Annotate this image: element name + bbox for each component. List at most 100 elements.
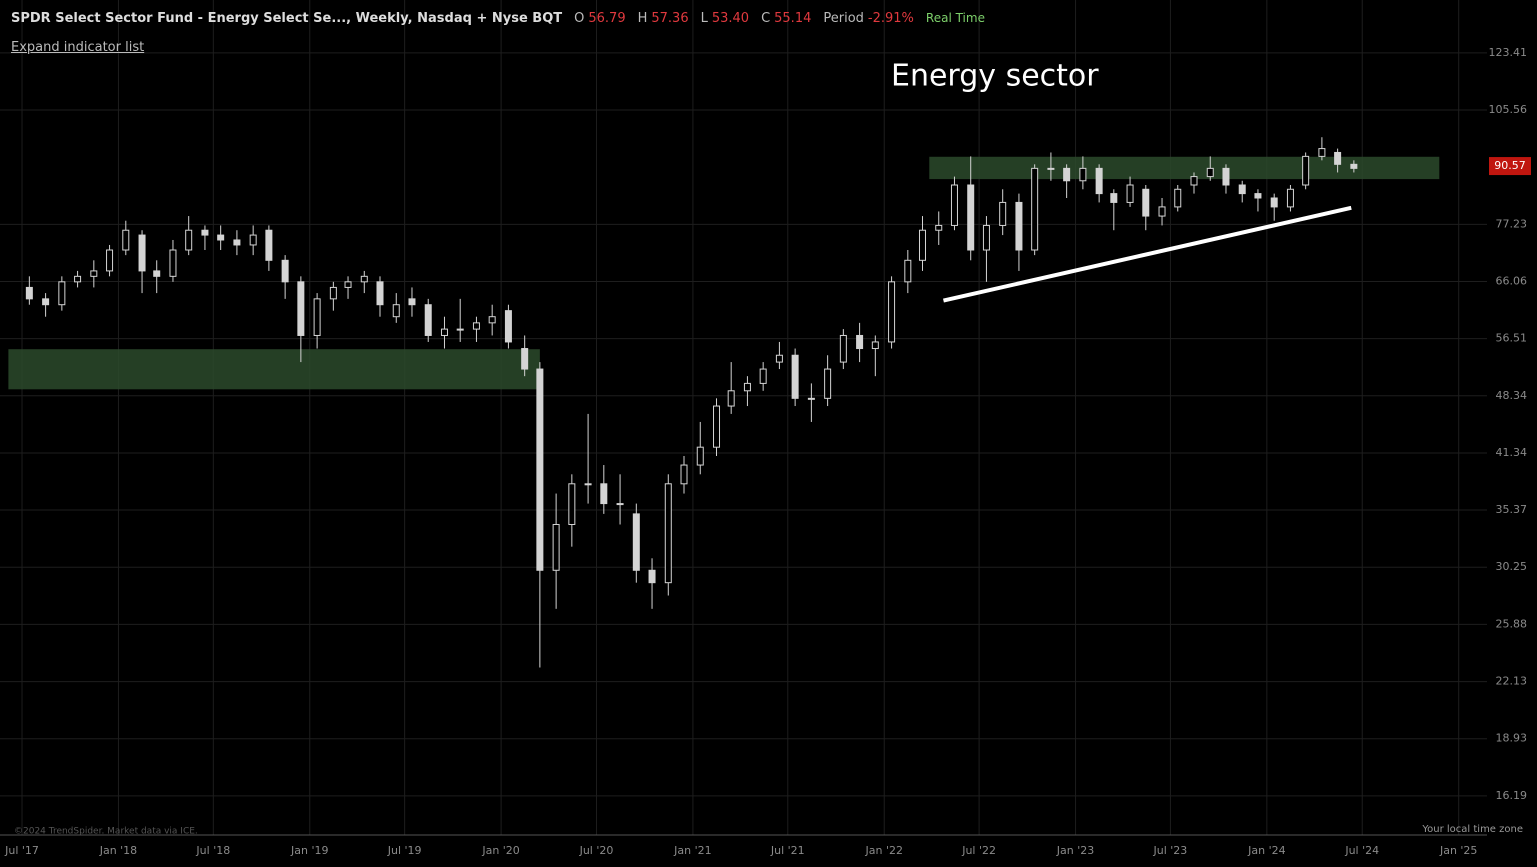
y-tick-label: 48.34 (1496, 389, 1528, 402)
x-tick-label: Jan '23 (1056, 844, 1094, 857)
candle-body (1174, 188, 1182, 208)
candle-body (1095, 167, 1103, 195)
candle-body (185, 229, 193, 251)
candle-body (648, 569, 656, 584)
timezone[interactable]: Your local time zone (1421, 824, 1523, 835)
candle-body (440, 328, 448, 336)
candle-body (871, 341, 879, 350)
candle-body (217, 234, 225, 241)
label: O (574, 11, 585, 26)
y-tick-label: 30.25 (1496, 560, 1528, 573)
candle-body (1254, 193, 1262, 199)
candle-body (918, 229, 926, 261)
candle-body (713, 405, 721, 448)
price-zone (929, 156, 1440, 180)
x-tick-label: Jan '24 (1247, 844, 1285, 857)
candle-body (696, 446, 704, 466)
candle-body (727, 390, 735, 407)
y-tick-label: 123.41 (1489, 46, 1528, 59)
candle-body (488, 316, 496, 324)
label: C (761, 11, 771, 26)
y-tick-label: 25.88 (1496, 617, 1528, 630)
candle-body (807, 397, 815, 400)
candle-body (856, 334, 864, 350)
candle-body (600, 483, 608, 505)
candle-body (106, 249, 114, 272)
candle-body (743, 382, 751, 392)
candle-body (904, 259, 912, 283)
candle-body (201, 229, 209, 236)
x-tick-label: Jan '25 (1439, 844, 1477, 857)
y-tick-label: 77.23 (1496, 217, 1528, 230)
candle-body (839, 334, 847, 363)
label: H (637, 11, 648, 26)
candle-body (791, 354, 799, 399)
candle-body (536, 368, 544, 571)
candle-body (1350, 163, 1358, 169)
candle-body (568, 483, 576, 525)
last-price-box (1489, 157, 1531, 176)
x-tick-label: Jul '18 (195, 844, 230, 857)
candle-body (1318, 148, 1326, 157)
candle-body (967, 184, 975, 251)
candle-body (392, 304, 400, 318)
x-tick-label: Jan '18 (99, 844, 137, 857)
candle-body (1158, 206, 1166, 217)
label: Period (823, 11, 864, 26)
candle-body (360, 275, 368, 283)
candle-body (584, 483, 592, 486)
candle-body (1238, 184, 1246, 195)
candle-body (25, 286, 33, 300)
x-tick-label: Jul '24 (1344, 844, 1379, 857)
candle-body (616, 503, 624, 506)
y-tick-label: 41.34 (1496, 446, 1528, 459)
candle-body (982, 224, 990, 251)
x-tick-label: Jan '19 (290, 844, 328, 857)
candle-body (472, 322, 480, 330)
price-zone (8, 349, 540, 390)
candle-body (950, 184, 958, 226)
candle-body (344, 281, 352, 288)
x-tick-label: Jul '22 (961, 844, 996, 857)
candle-body (138, 234, 146, 272)
candle-body (999, 201, 1007, 226)
candle-body (1190, 176, 1198, 186)
label: L (700, 11, 708, 26)
candle-body (1222, 167, 1230, 186)
candle-body (376, 281, 384, 306)
candle-body (1015, 201, 1023, 251)
x-tick-label: Jul '19 (387, 844, 422, 857)
candle-body (329, 286, 337, 300)
grid (0, 0, 1487, 835)
value: 56.79 (588, 11, 626, 26)
candle-body (680, 464, 688, 485)
candle-body (1031, 167, 1039, 251)
candle-body (1142, 188, 1150, 217)
candle-body (775, 354, 783, 363)
overlay: 16.19 18.93 22.13 25.88 30.25 35.37 41.34 48.34… (4, 46, 1531, 857)
candle-body (456, 328, 464, 331)
candle-body (1286, 188, 1294, 208)
candle-body (249, 234, 257, 246)
last-price-label: 90.57 (1494, 159, 1526, 172)
candle-body (1079, 167, 1087, 182)
candle-body (122, 229, 130, 251)
x-tick-label: Jan '22 (864, 844, 902, 857)
expand-indicator-list[interactable]: Expand indicator list (11, 40, 145, 55)
candle-body (1126, 184, 1134, 203)
copyright: ©2024 TrendSpider. Market data via ICE. (14, 827, 198, 837)
candle-body (1302, 155, 1310, 186)
x-tick-label: Jul '23 (1153, 844, 1188, 857)
y-tick-label: 35.37 (1496, 503, 1528, 516)
candle-body (265, 229, 273, 261)
candle-body (58, 281, 66, 306)
candle-body (297, 281, 305, 336)
candle-body (1206, 167, 1214, 178)
y-tick-label: 56.51 (1496, 332, 1528, 345)
candle-body (1110, 193, 1118, 203)
candle-body (552, 523, 560, 571)
status: Real Time (925, 11, 985, 25)
